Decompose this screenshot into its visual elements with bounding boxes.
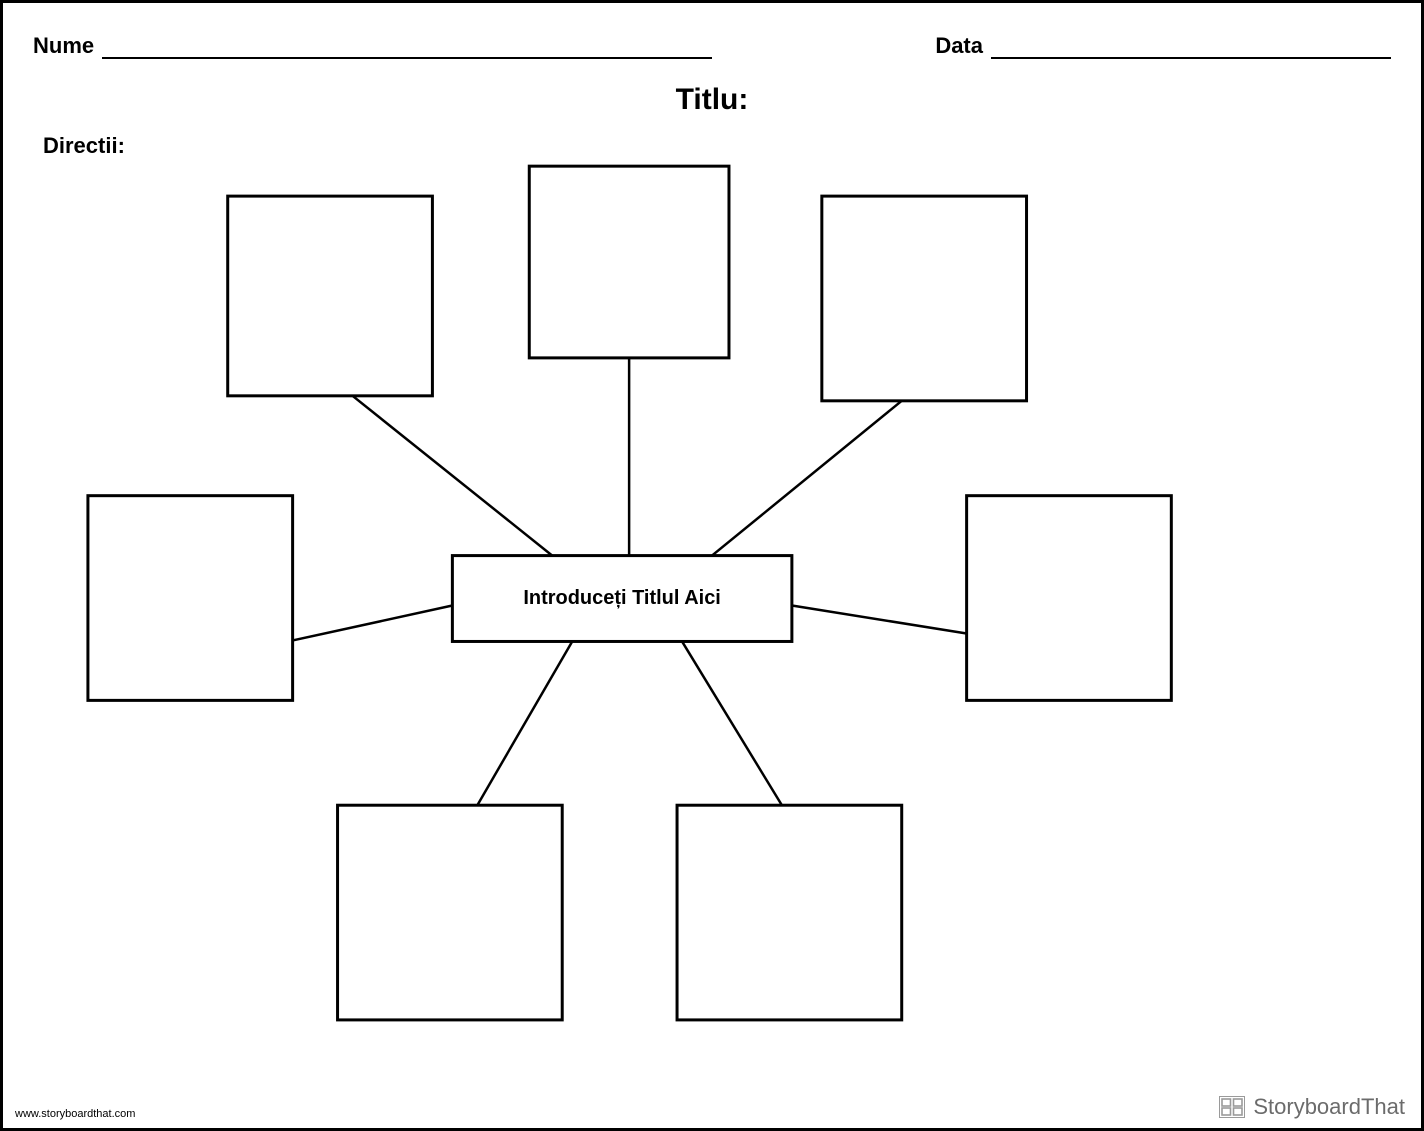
connector-mid_left: [293, 606, 453, 641]
page-title: Titlu:: [3, 83, 1421, 117]
connector-bottom_left: [477, 641, 572, 805]
connector-mid_right: [792, 606, 967, 634]
node-mid_left[interactable]: [88, 496, 293, 701]
center-node-label: Introduceți Titlul Aici: [523, 587, 720, 609]
name-field-group: Nume: [33, 33, 712, 59]
name-underline[interactable]: [102, 38, 712, 59]
header-row: Nume Data: [33, 33, 1391, 63]
node-bottom_right[interactable]: [677, 805, 902, 1020]
worksheet-page: Nume Data Titlu: Directii: Introduceți T…: [0, 0, 1424, 1131]
brand-suffix: That: [1361, 1094, 1405, 1119]
date-underline[interactable]: [991, 38, 1391, 59]
brand-prefix: Storyboard: [1253, 1094, 1361, 1119]
spider-diagram: Introduceți Titlul Aici: [33, 163, 1391, 1068]
brand-text: StoryboardThat: [1253, 1094, 1405, 1120]
node-top_left[interactable]: [228, 196, 433, 396]
node-mid_right[interactable]: [967, 496, 1172, 701]
directions-label: Directii:: [43, 133, 125, 159]
connector-bottom_right: [682, 641, 782, 805]
connector-top_left: [353, 396, 553, 556]
node-bottom_left[interactable]: [338, 805, 563, 1020]
date-field-group: Data: [935, 33, 1391, 59]
footer-brand: StoryboardThat: [1219, 1094, 1405, 1120]
date-label: Data: [935, 33, 983, 59]
node-top_right[interactable]: [822, 196, 1027, 401]
name-label: Nume: [33, 33, 94, 59]
footer-url: www.storyboardthat.com: [15, 1108, 135, 1120]
connector-top_right: [712, 401, 902, 556]
node-top_center[interactable]: [529, 166, 729, 358]
storyboard-icon: [1219, 1096, 1245, 1118]
spider-diagram-svg: Introduceți Titlul Aici: [33, 163, 1391, 1068]
